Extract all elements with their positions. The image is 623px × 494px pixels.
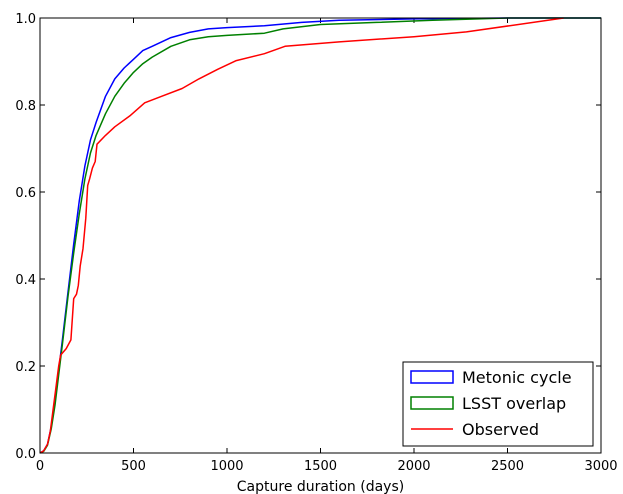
y-axis-ticks: 0.0 0.2 0.4 0.6 0.8 1.0: [15, 12, 601, 462]
y-tick-label: 0.8: [15, 99, 36, 114]
x-tick-label: 1500: [304, 459, 337, 474]
x-axis-label: Capture duration (days): [237, 479, 404, 494]
series-lines: [39, 17, 601, 454]
x-tick-label: 500: [121, 459, 146, 474]
legend-swatch-metonic-cycle: [410, 370, 454, 384]
legend-frame: [402, 361, 594, 447]
y-tick-label: 0.2: [15, 360, 36, 375]
series-line-observed: [39, 17, 564, 454]
series-line-lsst-overlap: [39, 17, 601, 454]
y-tick-label: 1.0: [15, 12, 36, 27]
legend-swatch-lsst-overlap: [410, 396, 454, 410]
x-tick-label: 2000: [397, 459, 430, 474]
legend-label-observed: Observed: [462, 420, 539, 439]
legend-label-metonic-cycle: Metonic cycle: [462, 368, 572, 387]
x-tick-label: 1000: [210, 459, 243, 474]
x-tick-label: 0: [36, 459, 44, 474]
y-tick-label: 0.4: [15, 273, 36, 288]
y-tick-label: 0.0: [15, 447, 36, 462]
x-tick-label: 2500: [491, 459, 524, 474]
legend-label-lsst-overlap: LSST overlap: [462, 394, 566, 413]
x-axis-ticks: 0 500 1000 1500 2000 2500 3000: [36, 18, 618, 474]
plot-area-frame: [39, 17, 602, 454]
x-tick-label: 3000: [584, 459, 617, 474]
legend: Metonic cycle LSST overlap Observed: [402, 361, 594, 447]
y-tick-label: 0.6: [15, 186, 36, 201]
